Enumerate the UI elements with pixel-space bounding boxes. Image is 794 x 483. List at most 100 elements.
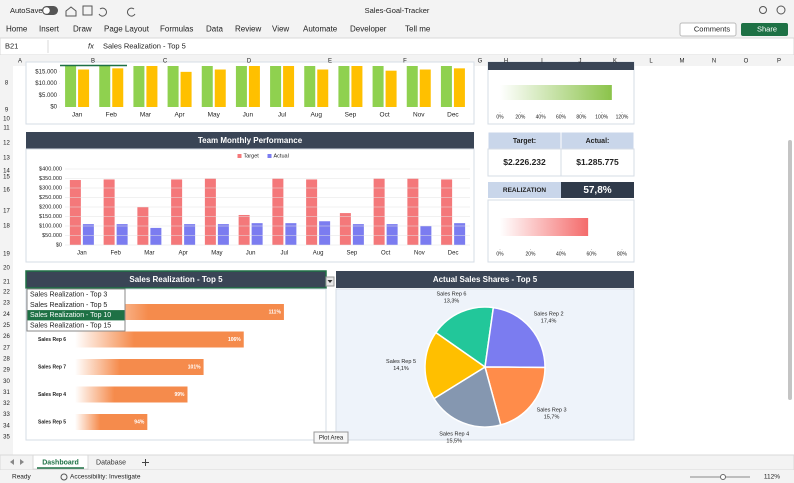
bar xyxy=(386,224,398,245)
bar xyxy=(306,179,318,245)
y-tick-label: $0 xyxy=(56,242,62,248)
formula-content[interactable]: Sales Realization - Top 5 xyxy=(103,41,186,50)
comments-button[interactable] xyxy=(679,22,737,37)
status-accessibility: Accessibility: Investigate xyxy=(70,474,141,481)
autosave-label: AutoSave xyxy=(10,6,43,15)
ribbon-tab[interactable]: Formulas xyxy=(160,25,193,34)
bar xyxy=(272,178,284,245)
y-tick-label: $5.000 xyxy=(39,93,58,99)
row-header: 32 xyxy=(3,401,10,407)
kpi-cell xyxy=(560,148,635,177)
ribbon-tab[interactable]: Tell me xyxy=(405,25,431,34)
bar xyxy=(82,224,94,245)
row-header: 25 xyxy=(3,323,10,329)
row-header: 34 xyxy=(3,423,10,429)
dropdown-option[interactable]: Sales Realization - Top 10 xyxy=(30,312,111,319)
row-header: 28 xyxy=(3,356,10,362)
bar xyxy=(440,66,452,107)
column-header: G xyxy=(478,59,483,65)
bar xyxy=(146,66,158,107)
scrollbar-thumb[interactable] xyxy=(788,140,792,400)
row-header: 14 xyxy=(3,169,10,175)
feedback-icon[interactable] xyxy=(776,5,786,15)
kpi-value: $1.285.775 xyxy=(576,157,619,167)
active-tab[interactable] xyxy=(32,454,89,470)
ribbon-tab[interactable]: Page Layout xyxy=(104,25,150,34)
row-header: 9 xyxy=(5,108,9,114)
bar xyxy=(385,70,397,107)
bar xyxy=(270,66,282,107)
bar xyxy=(167,66,179,107)
home-icon[interactable] xyxy=(65,6,77,17)
row-header: 19 xyxy=(3,252,10,258)
ribbon-tab[interactable]: Home xyxy=(6,25,28,34)
bar xyxy=(317,69,329,107)
bar xyxy=(65,66,77,107)
sheet-tab[interactable]: Dashboard xyxy=(42,459,79,466)
bar xyxy=(285,223,297,245)
zoom-knob[interactable] xyxy=(720,474,726,480)
ribbon-tab[interactable]: Developer xyxy=(350,25,387,34)
add-sheet[interactable] xyxy=(142,459,149,466)
legend-swatch xyxy=(237,154,242,158)
x-tick-label: Nov xyxy=(413,112,425,119)
name-box[interactable]: B21 xyxy=(5,41,18,50)
category-label: Sales Rep 7 xyxy=(38,364,66,370)
tab-scroll-right[interactable] xyxy=(20,459,24,465)
x-tick-label: Feb xyxy=(106,112,118,119)
bar xyxy=(78,69,90,107)
x-tick-label: Dec xyxy=(448,251,459,257)
column-header: F xyxy=(403,59,407,65)
tooltip: Plot Area xyxy=(319,436,344,442)
search-icon[interactable] xyxy=(759,6,767,14)
undo-icon[interactable] xyxy=(98,7,107,17)
slice-value: 15,5% xyxy=(446,439,462,445)
fx-label: fx xyxy=(88,41,94,50)
share-button[interactable] xyxy=(741,23,788,36)
x-tick-label: Nov xyxy=(414,251,425,257)
x-tick-label: Aug xyxy=(310,112,322,119)
bar xyxy=(180,71,192,107)
redo-icon[interactable] xyxy=(127,7,136,17)
dropdown-list xyxy=(26,288,126,332)
progress-bar xyxy=(500,85,612,100)
ribbon-tab[interactable]: Draw xyxy=(73,25,92,34)
row-header: 35 xyxy=(3,435,10,441)
bar xyxy=(75,414,148,430)
x-tick-label: Sep xyxy=(345,112,357,119)
dropdown-option[interactable]: Sales Realization - Top 5 xyxy=(30,302,107,309)
realization-label: REALIZATION xyxy=(503,187,547,194)
ribbon-tab[interactable]: View xyxy=(272,25,289,34)
row-header: 17 xyxy=(3,209,10,215)
x-tick-label: 0% xyxy=(496,114,504,120)
bar xyxy=(75,386,188,403)
tab-scroll-left[interactable] xyxy=(10,459,14,465)
bar xyxy=(352,224,364,245)
legend-swatch xyxy=(267,154,272,158)
row-header: 27 xyxy=(3,345,10,351)
y-tick-label: $0 xyxy=(50,105,57,111)
accessibility-icon xyxy=(60,473,68,481)
ribbon-tab[interactable]: Data xyxy=(206,25,223,34)
ribbon-tab[interactable]: Insert xyxy=(39,25,60,34)
row-header: 12 xyxy=(3,141,10,147)
bar xyxy=(217,224,229,245)
dropdown-option[interactable]: Sales Realization - Top 3 xyxy=(30,292,107,299)
save-icon[interactable] xyxy=(82,5,93,16)
x-tick-label: 120% xyxy=(616,114,629,120)
column-header-bg xyxy=(0,55,794,66)
realization-value: 57,8% xyxy=(583,185,611,196)
x-tick-label: 80% xyxy=(576,114,587,120)
slice-name: Sales Rep 4 xyxy=(439,432,469,438)
ribbon-tab[interactable]: Review xyxy=(235,25,261,34)
y-tick-label: $300.000 xyxy=(39,185,62,191)
ribbon-tab[interactable]: Automate xyxy=(303,25,338,34)
sheet-tab[interactable]: Database xyxy=(96,459,126,466)
bar xyxy=(133,66,145,107)
bar xyxy=(75,359,204,375)
bar xyxy=(69,180,81,245)
dropdown-option[interactable]: Sales Realization - Top 15 xyxy=(30,323,111,330)
bar xyxy=(171,179,183,245)
zoom-level: 112% xyxy=(764,474,780,481)
tooltip-box xyxy=(313,431,349,444)
